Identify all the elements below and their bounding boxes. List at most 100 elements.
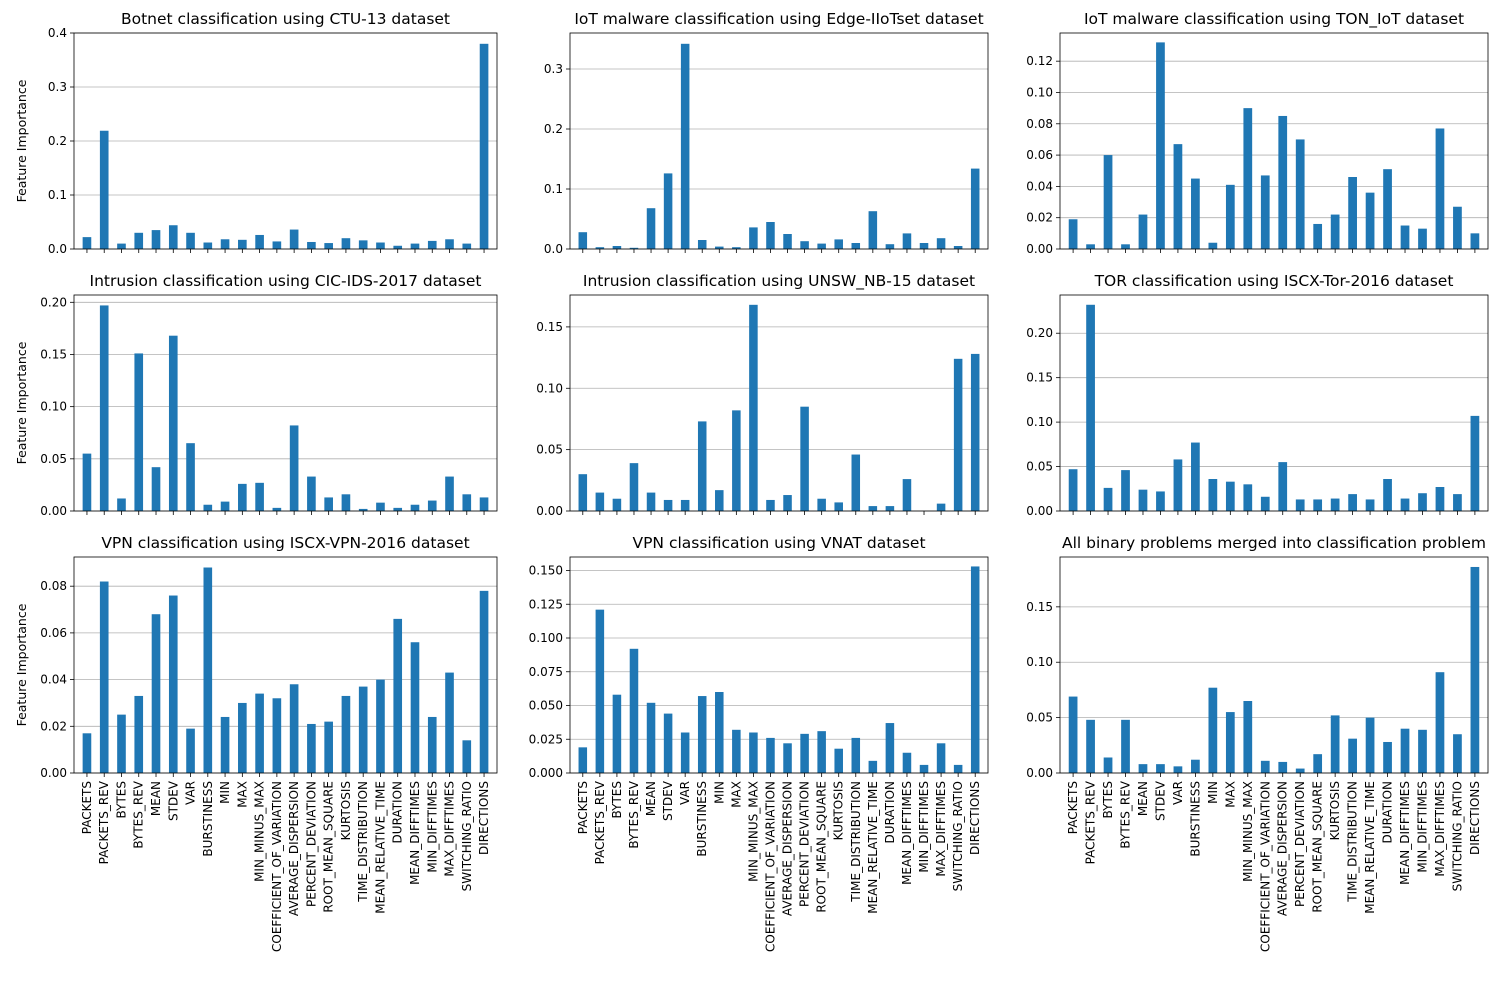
x-tick-label: MAX: [235, 781, 249, 808]
x-tick-label: TIME_DISTRIBUTION: [1346, 781, 1360, 903]
bar-min: [715, 246, 724, 249]
bar-duration: [393, 507, 403, 511]
bar-packets-rev: [595, 247, 605, 249]
x-tick-label: STDEV: [166, 780, 180, 821]
bar-percent-deviation: [307, 241, 316, 249]
bar-average-dispersion: [783, 234, 792, 249]
bar-mean: [151, 230, 161, 249]
y-tick-label: 0.100: [529, 631, 563, 645]
x-tick-label: BYTES_REV: [132, 780, 146, 848]
x-tick-label: MEAN_DIFFTIMES: [408, 781, 422, 885]
x-tick-label: PACKETS: [80, 781, 94, 834]
bar-kurtosis: [834, 239, 843, 249]
x-tick-label: BYTES: [610, 781, 624, 818]
bar-switching-ratio: [462, 243, 472, 249]
x-tick-label: COEFFICIENT_OF_VARIATION: [270, 781, 284, 952]
bar-directions: [479, 590, 489, 773]
y-tick-label: 0.02: [40, 719, 67, 733]
x-tick-label: MIN_MINUS_MAX: [746, 781, 760, 882]
y-tick-label: 0.00: [40, 766, 67, 780]
bar-max: [238, 702, 247, 773]
y-tick-label: 0.10: [1026, 85, 1053, 99]
axes-frame: [569, 294, 989, 512]
bar-duration: [885, 723, 895, 773]
bar-mean-difftimes: [410, 504, 420, 511]
subplot-6: 0.00 0.05 0.10 0.15 0.20 TOR classification u…: [1026, 272, 1489, 518]
bar-burstiness: [697, 240, 707, 249]
x-tick-label: MIN_DIFFTIMES: [917, 781, 931, 873]
bar-max: [238, 239, 247, 249]
bar-duration: [885, 244, 895, 249]
bar-mean-relative-time: [376, 679, 385, 773]
y-tick-label: 0.00: [536, 504, 563, 518]
y-tick-label: 0.06: [1026, 148, 1053, 162]
bar-kurtosis: [834, 502, 843, 511]
y-tick-label: 0.10: [536, 381, 563, 395]
x-tick-label: MIN: [712, 781, 726, 804]
bar-percent-deviation: [800, 733, 809, 773]
bar-packets-rev: [99, 581, 109, 773]
x-tick-label: MIN: [1206, 781, 1220, 804]
x-tick-label: STDEV: [661, 780, 675, 821]
bar-min: [1208, 687, 1218, 773]
y-tick-label: 0.2: [544, 122, 563, 136]
axes-frame: [1059, 294, 1489, 512]
bar-packets-rev: [99, 130, 109, 249]
bar-root-mean-square: [324, 497, 333, 511]
bar-min: [220, 239, 230, 249]
y-tick-label: 0.10: [1026, 415, 1053, 429]
bar-kurtosis: [834, 748, 843, 773]
bar-min-minus-max: [749, 304, 758, 511]
bar-packets: [82, 453, 92, 511]
y-tick-label: 0.3: [48, 80, 67, 94]
y-tick-label: 0.08: [1026, 117, 1053, 131]
y-tick-label: 0.0: [544, 242, 563, 256]
bar-bytes: [612, 498, 622, 511]
bar-max: [238, 483, 247, 511]
axes-frame: [1059, 556, 1489, 774]
bar-coefficient-of-variation: [1260, 496, 1270, 511]
bar-min: [1208, 242, 1218, 249]
bar-duration: [885, 506, 895, 511]
bar-min-minus-max: [749, 732, 758, 773]
bar-duration: [1383, 741, 1392, 773]
y-tick-label: 0.06: [40, 626, 67, 640]
bar-mean: [151, 467, 161, 511]
bar-bytes-rev: [134, 353, 144, 511]
x-tick-label: MEAN_RELATIVE_TIME: [373, 781, 387, 914]
bar-min-minus-max: [1243, 108, 1253, 249]
bar-mean-difftimes: [902, 479, 912, 511]
y-tick-label: 0.150: [529, 564, 563, 578]
x-tick-label: VAR: [184, 781, 198, 805]
bar-burstiness: [1191, 442, 1200, 511]
bar-var: [1173, 459, 1183, 511]
bar-max-difftimes: [1435, 128, 1445, 249]
bar-burstiness: [697, 421, 707, 511]
bar-coefficient-of-variation: [1260, 175, 1270, 249]
bar-packets: [578, 232, 588, 249]
subplot-title: All binary problems merged into classifi…: [1062, 534, 1486, 552]
bar-percent-deviation: [307, 476, 316, 511]
bar-switching-ratio: [462, 494, 472, 511]
x-tick-label: BYTES_REV: [1119, 780, 1133, 848]
bar-max-difftimes: [936, 238, 946, 249]
y-tick-label: 0.05: [40, 452, 67, 466]
y-tick-label: 0.0: [48, 242, 67, 256]
bar-time-distribution: [358, 686, 368, 773]
x-tick-label: COEFFICIENT_OF_VARIATION: [1258, 781, 1272, 952]
x-tick-label: MEAN: [149, 781, 163, 816]
bar-time-distribution: [1348, 738, 1357, 773]
x-tick-label: AVERAGE_DISPERSION: [287, 781, 301, 916]
y-tick-label: 0.050: [529, 699, 563, 713]
bar-min-minus-max: [1243, 701, 1253, 773]
bar-root-mean-square: [1313, 223, 1323, 249]
x-tick-label: BYTES_REV: [627, 780, 641, 848]
y-tick-label: 0.08: [40, 579, 67, 593]
bar-percent-deviation: [1295, 499, 1305, 511]
x-tick-label: BURSTINESS: [201, 781, 215, 857]
bar-mean: [646, 208, 656, 249]
bar-average-dispersion: [289, 425, 299, 511]
bar-directions: [479, 43, 489, 249]
y-tick-label: 0.05: [1026, 711, 1053, 725]
